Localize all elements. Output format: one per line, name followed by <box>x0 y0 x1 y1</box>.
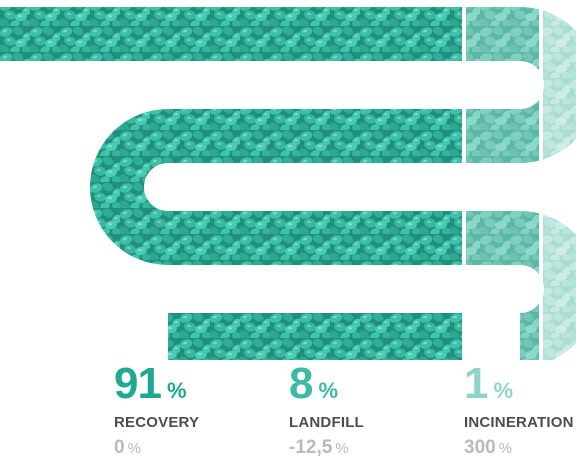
incineration-unit: % <box>493 378 514 403</box>
ribbon-incineration-segment <box>543 10 576 360</box>
landfill-change: -12,5% <box>289 437 364 459</box>
recovery-label: RECOVERY <box>114 414 200 431</box>
incineration-change-value: 300 <box>464 437 496 458</box>
incineration-change-unit: % <box>498 440 513 457</box>
granule-ribbon-chart <box>0 6 576 360</box>
stat-incineration: 1% INCINERATION 300% <box>464 362 574 459</box>
incineration-label: INCINERATION <box>464 414 574 431</box>
incineration-change: 300% <box>464 437 574 459</box>
recovery-unit: % <box>166 378 187 403</box>
recovery-change-unit: % <box>127 440 141 457</box>
ribbon-recovery-segment <box>0 7 462 360</box>
stat-recovery: 91% RECOVERY 0% <box>114 362 199 459</box>
incineration-percent: 1 <box>464 359 489 408</box>
recovery-change: 0% <box>114 437 199 459</box>
landfill-change-unit: % <box>335 440 349 457</box>
landfill-label: LANDFILL <box>289 414 364 431</box>
ribbon-landfill-segment <box>466 6 539 360</box>
incineration-value: 1% <box>464 362 574 406</box>
landfill-percent: 8 <box>289 359 314 408</box>
landfill-change-value: -12,5 <box>289 437 333 458</box>
recovery-percent: 91 <box>114 359 162 408</box>
recovery-value: 91% <box>114 362 199 406</box>
recovery-change-value: 0 <box>114 437 125 458</box>
landfill-value: 8% <box>289 362 364 406</box>
landfill-unit: % <box>318 378 339 403</box>
stat-landfill: 8% LANDFILL -12,5% <box>289 362 364 459</box>
